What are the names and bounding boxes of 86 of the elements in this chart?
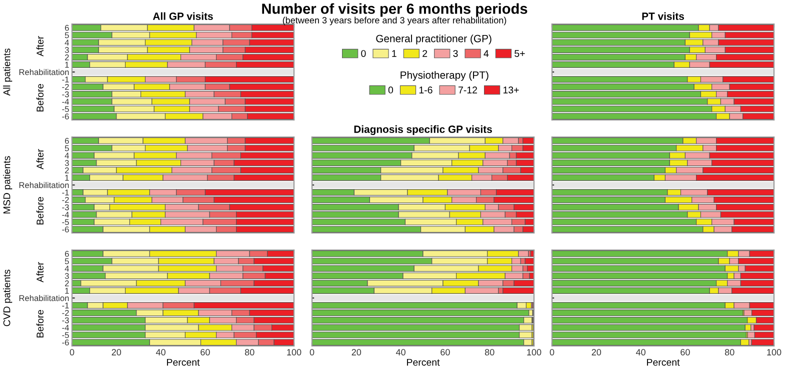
y-tick-label: -1 [62, 302, 69, 308]
legend-label: 1-6 [419, 86, 432, 94]
y-tick-label: -2 [62, 196, 69, 203]
y-tick-label: 4 [64, 266, 69, 272]
text: CVD patients [3, 270, 12, 326]
y-tick-label: -5 [62, 106, 69, 112]
legend-title: Physiotherapy (PT) [400, 71, 488, 81]
text: Before [36, 84, 44, 112]
x-axis-title: Percent [167, 358, 200, 366]
legend-title: General practitioner (GP) [376, 34, 492, 44]
x-tick-label: 100 [287, 349, 302, 356]
y-tick-label: 3 [64, 47, 69, 53]
x-tick-label: 20 [112, 349, 122, 356]
legend-label: 5+ [514, 50, 525, 57]
y-tick-label: 4 [64, 40, 69, 46]
y-tick-label: 1 [65, 288, 69, 294]
x-tick-label: 40 [156, 349, 166, 356]
x-tick-label: 60 [200, 349, 210, 356]
y-tick-label: -6 [62, 114, 69, 120]
y-tick-label: 5 [64, 32, 69, 38]
x-tick-label: 80 [724, 349, 734, 356]
y-tick-label: -3 [62, 91, 69, 98]
y-tick-label: 3 [64, 160, 69, 166]
text: After [36, 262, 44, 282]
x-tick-label: 100 [527, 349, 542, 356]
y-tick-label: -6 [62, 340, 69, 346]
text: (between 3 years before and 3 years after rehabilitation) [282, 16, 506, 26]
y-tick-label: -4 [62, 324, 69, 331]
legend-label: 1 [392, 50, 396, 57]
text: After [36, 149, 44, 170]
y-tick-label: 6 [65, 250, 69, 257]
x-tick-label: 60 [680, 349, 690, 356]
chart-title: All GP visits [152, 12, 213, 20]
legend-label: 2 [422, 50, 428, 57]
x-tick-label: 40 [636, 349, 646, 356]
x-tick-label: 20 [592, 349, 602, 356]
y-tick-label: 5 [64, 145, 69, 152]
y-tick-label: -5 [62, 332, 69, 338]
x-tick-label: 40 [396, 349, 406, 356]
y-tick-label: -2 [62, 84, 69, 90]
y-tick-label: 3 [64, 273, 69, 279]
y-tick-label: -1 [62, 190, 69, 196]
y-tick-label: Rehabilitation [19, 182, 69, 188]
y-tick-label: 5 [64, 258, 69, 264]
legend-label: 0 [361, 50, 366, 57]
text: After [36, 36, 44, 56]
chart-title: Diagnosis specific GP visits [354, 125, 492, 136]
y-tick-label: 1 [65, 174, 69, 181]
y-tick-label: -6 [62, 226, 69, 232]
legend-label: 4 [484, 50, 489, 57]
y-tick-label: 6 [65, 138, 69, 144]
legend-label: 3 [453, 50, 458, 57]
text: Number of visits per 6 months periods [262, 3, 528, 17]
x-tick-label: 20 [352, 349, 362, 356]
y-tick-label: Rehabilitation [19, 294, 69, 302]
text: MSD patients [3, 156, 12, 214]
y-tick-label: 1 [65, 62, 69, 68]
chart-title: PT visits [642, 12, 684, 20]
x-axis-title: Percent [647, 358, 680, 366]
x-tick-label: 0 [70, 349, 74, 356]
y-tick-label: 2 [65, 280, 69, 286]
x-tick-label: 60 [440, 349, 450, 356]
y-tick-label: -1 [62, 76, 69, 82]
legend-label: 13+ [504, 86, 519, 94]
x-tick-label: 100 [767, 349, 782, 356]
y-tick-label: -4 [62, 212, 69, 218]
y-tick-label: 2 [65, 167, 69, 174]
x-tick-label: 0 [550, 349, 554, 356]
x-tick-label: 80 [244, 349, 254, 356]
y-tick-label: 6 [65, 24, 69, 31]
legend-label: 7-12 [458, 86, 477, 94]
y-tick-label: -3 [62, 317, 69, 324]
text: All patients [3, 48, 12, 96]
text: Before [36, 196, 44, 224]
y-tick-label: -3 [62, 204, 69, 210]
x-tick-label: 80 [484, 349, 494, 356]
y-tick-label: -2 [62, 310, 69, 316]
legend-label: 0 [388, 86, 394, 94]
y-tick-label: -4 [62, 98, 69, 105]
text: Before [36, 310, 44, 338]
y-tick-label: 2 [65, 54, 69, 60]
y-tick-label: 4 [64, 152, 69, 158]
y-tick-label: -5 [62, 219, 69, 226]
x-tick-label: 0 [310, 349, 314, 356]
y-tick-label: Rehabilitation [19, 68, 69, 76]
x-axis-title: Percent [407, 358, 440, 366]
